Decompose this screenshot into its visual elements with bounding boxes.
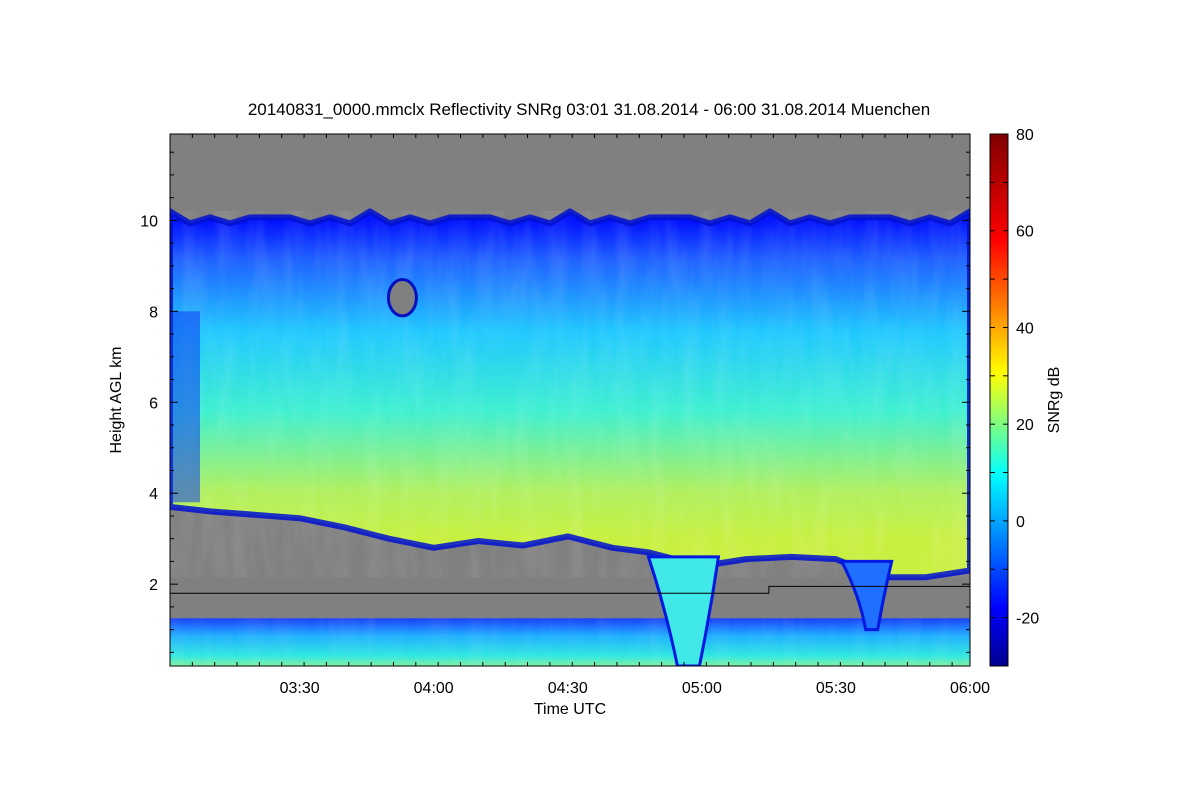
boundary-layer-texture: [170, 618, 970, 666]
y-tick-label: 2: [149, 577, 158, 594]
x-tick-label: 06:00: [950, 680, 990, 697]
y-tick-label: 4: [149, 486, 158, 503]
y-axis: 2 4 6 8 10: [140, 151, 970, 653]
precipitation-shaft: [839, 559, 894, 632]
no-signal-pocket: [386, 278, 418, 318]
colorbar-tick-label: -20: [1016, 611, 1039, 628]
x-axis: 03:30 04:00 04:30 05:00 05:30 06:00: [191, 134, 990, 697]
plot-area: [170, 134, 970, 666]
cloud-edge: [170, 208, 970, 581]
y-tick-label: 10: [140, 213, 158, 230]
y-tick-label: 8: [149, 304, 158, 321]
x-tick-label: 04:30: [548, 680, 588, 697]
colorbar-tick-label: 80: [1016, 127, 1034, 144]
x-axis-label: Time UTC: [534, 701, 606, 718]
colorbar-tick-label: 60: [1016, 224, 1034, 241]
y-tick-label: 6: [149, 395, 158, 412]
colorbar-tick-label: 0: [1016, 514, 1025, 531]
y-axis-label: Height AGL km: [108, 346, 125, 453]
fall-streaks: [170, 211, 970, 578]
colorbar-ticks: -20 0 20 40 60 80: [990, 127, 1039, 667]
colorbar: [989, 133, 1009, 667]
x-tick-label: 04:00: [414, 680, 454, 697]
colorbar-label: SNRg dB: [1046, 367, 1063, 434]
colorbar-tick-label: 20: [1016, 417, 1034, 434]
plot-frame: [169, 133, 971, 667]
early-column: [170, 311, 200, 503]
colorbar-tick-label: 40: [1016, 320, 1034, 337]
chart-title: 20140831_0000.mmclx Reflectivity SNRg 03…: [248, 100, 930, 119]
reference-line: [170, 585, 970, 594]
x-tick-label: 05:00: [682, 680, 722, 697]
x-tick-label: 03:30: [280, 680, 320, 697]
x-tick-label: 05:30: [816, 680, 856, 697]
